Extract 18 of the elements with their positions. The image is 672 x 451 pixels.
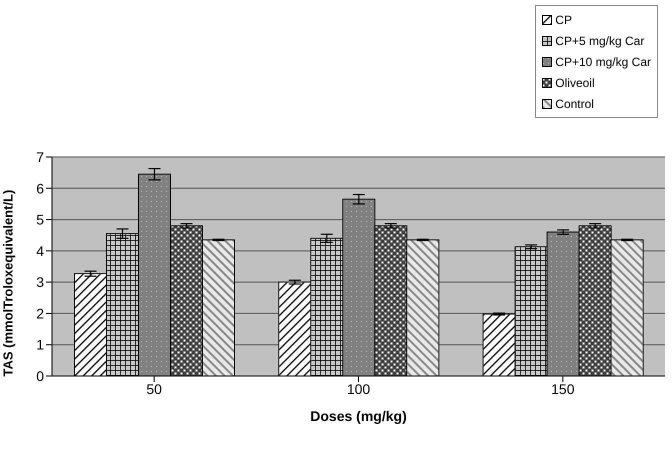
y-tick-label: 1 [36,336,44,353]
x-tick-label: 50 [146,380,162,397]
legend-label: CP+5 mg/kg Car [555,34,644,48]
y-tick-label: 3 [36,274,44,290]
y-tick-label: 4 [36,242,44,259]
y-tick-label: 7 [36,148,44,165]
y-tick-label: 6 [36,180,44,196]
legend-label: CP [555,12,572,26]
x-tick-label: 100 [346,380,370,397]
y-axis-title: TAS (mmolTroloxequivalent/L) [0,190,16,376]
y-tick-label: 0 [36,368,44,384]
x-axis-title: Doses (mg/kg) [310,408,407,424]
legend-label: CP+10 mg/kg Car [555,54,651,68]
legend-label: Oliveoil [555,76,595,90]
legend-label: Control [555,96,594,110]
y-tick-label: 5 [36,212,44,228]
x-tick-label: 150 [551,380,575,397]
y-tick-label: 2 [36,305,44,322]
